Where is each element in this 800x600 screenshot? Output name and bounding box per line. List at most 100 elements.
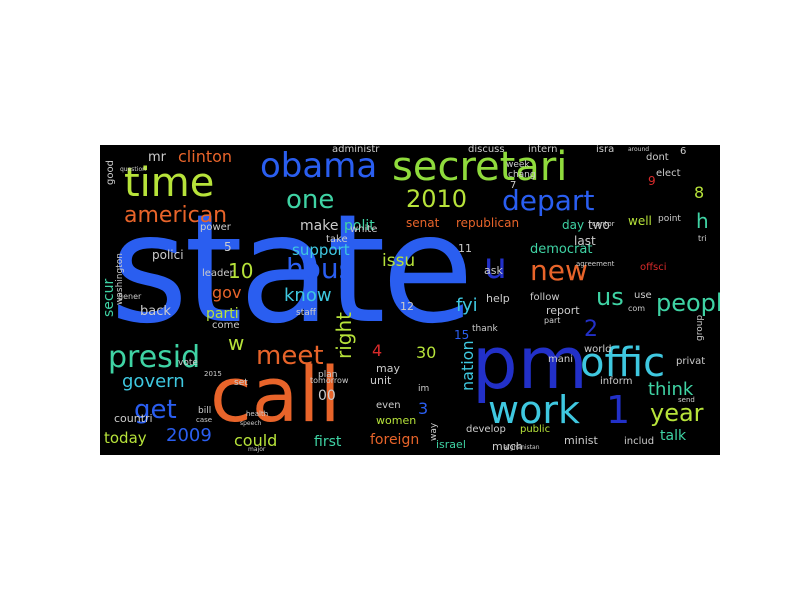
word-10: 10 [228, 259, 254, 283]
word-pm: pm [472, 321, 588, 405]
word-tri: tri [698, 234, 707, 243]
word-fyi: fyi [456, 295, 478, 316]
word-year: year [650, 399, 704, 427]
word-agreement: agreement [576, 260, 615, 268]
word-vote: vote [178, 358, 198, 368]
word-7: 7 [510, 180, 517, 191]
word-4: 4 [372, 341, 383, 360]
word-right: right [332, 312, 356, 359]
word-good: good [105, 160, 116, 185]
word-mr: mr [148, 150, 167, 165]
word-meet: meet [256, 341, 324, 371]
word-5: 5 [224, 240, 232, 254]
word-group: group [695, 314, 705, 341]
word-foreign: foreign [370, 432, 420, 448]
word-public: public [520, 424, 551, 435]
word-major: major [248, 446, 266, 453]
word-ask: ask [484, 264, 503, 277]
word-2: 2 [584, 317, 598, 342]
word-6: 6 [680, 146, 687, 157]
word-12: 12 [400, 300, 414, 313]
word-even: even [376, 400, 401, 411]
word-parti: parti [206, 306, 239, 322]
word-00: 00 [318, 388, 336, 404]
word-american: american [124, 203, 228, 228]
word-offic: offic [580, 340, 666, 386]
word-cloud: state call pm secretari obama time work … [100, 145, 720, 455]
word-may: may [376, 362, 400, 375]
word-polici: polici [152, 248, 184, 262]
word-report: report [546, 304, 580, 317]
word-gov: gov [212, 283, 242, 302]
word-im: im [418, 384, 430, 394]
word-thank: thank [472, 324, 498, 334]
word-tomorrow: tomorrow [310, 376, 349, 385]
word-peopl: peopl [656, 289, 720, 317]
word-get: get [134, 395, 177, 425]
word-govern: govern [122, 371, 185, 392]
word-offsci: offsci [640, 262, 667, 273]
word-gener: gener [118, 292, 142, 301]
word-set: set [234, 378, 248, 388]
word-9: 9 [648, 174, 656, 188]
word-think: think [648, 379, 694, 400]
word-secur: secur [101, 278, 117, 317]
word-plan: plan [318, 370, 338, 380]
word-israel: israel [436, 438, 466, 451]
word-isra: isra [596, 145, 615, 155]
word-mani: mani [548, 354, 573, 365]
word-power: power [200, 222, 231, 233]
word-2015: 2015 [204, 370, 222, 378]
word-staff: staff [296, 308, 316, 318]
word-privat: privat [676, 356, 706, 367]
word-1: 1 [606, 388, 631, 432]
word-inform: inform [600, 376, 633, 387]
word-nation: nation [458, 340, 477, 391]
word-case: case [196, 416, 213, 424]
word-last: last [574, 234, 596, 248]
word-w: w [228, 331, 245, 355]
word-countri: countri [114, 412, 153, 425]
word-elect: elect [656, 168, 681, 179]
word-polit: polit [344, 218, 375, 234]
word-us: us [596, 283, 624, 311]
word-3: 3 [418, 399, 429, 418]
word-h: h [696, 209, 709, 233]
word-white: white [350, 224, 378, 235]
word-15: 15 [454, 328, 470, 342]
word-issu: issu [382, 251, 416, 271]
word-2009: 2009 [166, 425, 212, 446]
word-new: new [530, 254, 588, 287]
word-part: part [544, 316, 561, 325]
word-way: way [429, 422, 439, 441]
word-work: work [488, 388, 580, 432]
word-help: help [486, 292, 510, 305]
word-contor: contor [592, 220, 615, 228]
word-send: send [678, 396, 695, 404]
word-bill: bill [198, 406, 212, 416]
word-come: come [212, 320, 240, 331]
word-hous: hous [286, 252, 354, 285]
word-obama: obama [260, 146, 378, 186]
word-chang: chang [508, 170, 536, 180]
word-afghanistan: afghanistan [504, 444, 540, 451]
word-leader: leader [202, 268, 234, 279]
word-30: 30 [416, 343, 437, 362]
word-presid: presid [108, 340, 201, 375]
word-republican: republican [456, 216, 520, 230]
word-today: today [104, 429, 147, 447]
word-minist: minist [564, 434, 598, 447]
word-unit: unit [370, 374, 392, 387]
word-know: know [284, 285, 332, 306]
word-com: com [628, 304, 646, 313]
word-includ: includ [624, 436, 655, 447]
word-world: world [584, 344, 612, 355]
word-much: much [492, 440, 523, 453]
word-make: make [300, 218, 339, 234]
word-point: point [658, 214, 681, 224]
word-speech: speech [240, 420, 262, 427]
word-well: well [628, 214, 652, 228]
word-around: around [628, 146, 650, 153]
word-administr: administr [332, 145, 380, 155]
word-could: could [234, 431, 278, 450]
